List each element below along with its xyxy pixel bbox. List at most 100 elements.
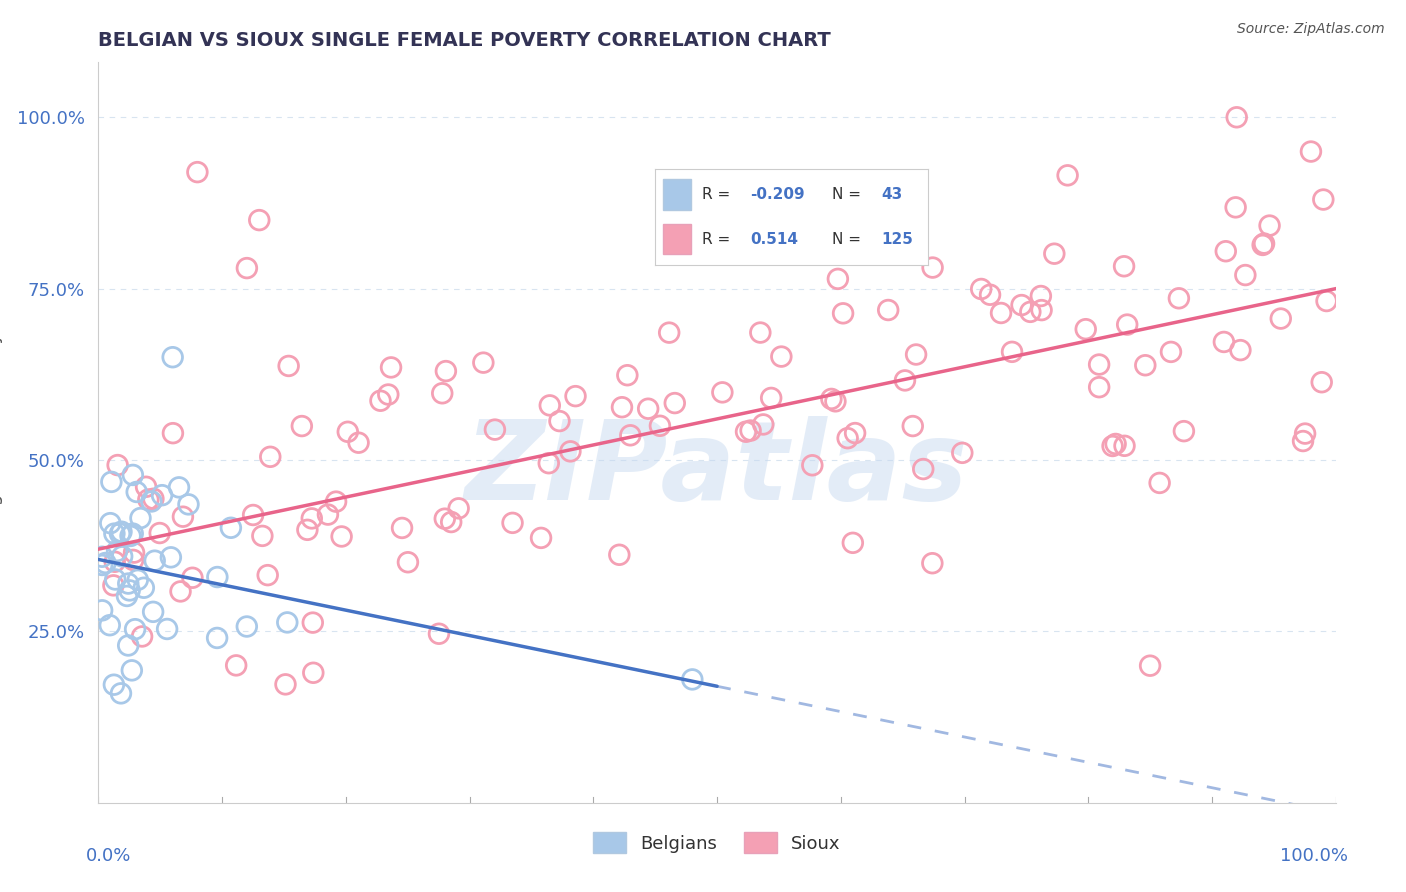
Point xyxy=(141,494,163,508)
Point xyxy=(111,549,134,564)
Point xyxy=(1139,658,1161,673)
Point xyxy=(616,368,638,383)
Point xyxy=(103,578,125,592)
Point xyxy=(648,418,671,433)
Point xyxy=(1101,439,1123,453)
Text: N =: N = xyxy=(832,187,866,202)
Point xyxy=(1149,475,1171,490)
Y-axis label: Single Female Poverty: Single Female Poverty xyxy=(0,333,3,533)
Point xyxy=(538,398,561,412)
Point xyxy=(336,425,359,439)
Point xyxy=(820,392,842,406)
Point xyxy=(108,526,131,541)
Point xyxy=(1056,169,1078,183)
Point xyxy=(681,673,703,687)
Point xyxy=(118,583,141,598)
Point xyxy=(122,545,145,559)
Point xyxy=(664,396,686,410)
Point xyxy=(236,619,259,633)
Point xyxy=(877,303,900,318)
Point xyxy=(107,458,129,472)
Point xyxy=(316,508,339,522)
Point xyxy=(564,389,586,403)
Point xyxy=(104,573,127,587)
Point xyxy=(242,508,264,522)
Point xyxy=(142,491,165,506)
Point xyxy=(1294,426,1316,441)
Point xyxy=(236,261,259,276)
Point xyxy=(110,686,132,700)
Point xyxy=(177,497,200,511)
Point xyxy=(121,526,143,541)
Point xyxy=(1173,424,1195,438)
Point xyxy=(1253,236,1275,251)
Point xyxy=(824,394,846,409)
Text: 43: 43 xyxy=(882,187,903,202)
Point xyxy=(247,213,270,227)
Point xyxy=(1074,322,1097,336)
Text: ZIPatlas: ZIPatlas xyxy=(465,417,969,523)
Point xyxy=(832,306,855,320)
Point xyxy=(370,393,392,408)
Point xyxy=(1019,305,1042,319)
Point xyxy=(752,417,775,432)
Point xyxy=(801,458,824,473)
Point xyxy=(135,480,157,494)
Point xyxy=(301,615,323,630)
Point xyxy=(167,480,190,494)
Point xyxy=(440,515,463,529)
Point xyxy=(138,492,160,507)
Point xyxy=(103,526,125,541)
Point xyxy=(252,529,274,543)
Point xyxy=(181,571,204,585)
Point xyxy=(172,509,194,524)
Point xyxy=(1226,110,1249,124)
Point xyxy=(297,523,319,537)
Text: R =: R = xyxy=(702,232,740,246)
Point xyxy=(91,549,114,564)
Point xyxy=(1312,193,1334,207)
Bar xyxy=(664,224,690,254)
Point xyxy=(770,350,793,364)
Point xyxy=(1112,260,1135,274)
Point xyxy=(1114,439,1136,453)
Point xyxy=(1215,244,1237,259)
Point xyxy=(827,272,849,286)
Point xyxy=(658,326,681,340)
Point xyxy=(1116,318,1139,332)
Point xyxy=(637,401,659,416)
Point xyxy=(472,356,495,370)
Text: 100.0%: 100.0% xyxy=(1279,847,1348,865)
Point xyxy=(98,516,121,531)
Point xyxy=(142,605,165,619)
Point xyxy=(894,373,917,387)
Point xyxy=(301,511,323,525)
Point xyxy=(104,555,127,569)
Point xyxy=(1167,291,1189,305)
Text: N =: N = xyxy=(832,232,866,246)
Point xyxy=(1088,358,1111,372)
Point xyxy=(1251,238,1274,252)
Point xyxy=(259,450,281,464)
Point xyxy=(1001,344,1024,359)
Point xyxy=(842,536,865,550)
Text: Source: ZipAtlas.com: Source: ZipAtlas.com xyxy=(1237,22,1385,37)
Point xyxy=(921,556,943,570)
Text: BELGIAN VS SIOUX SINGLE FEMALE POVERTY CORRELATION CHART: BELGIAN VS SIOUX SINGLE FEMALE POVERTY C… xyxy=(98,30,831,50)
Point xyxy=(844,426,866,441)
Point xyxy=(120,529,142,543)
Point xyxy=(1043,246,1066,260)
Point xyxy=(1104,437,1126,451)
Point xyxy=(391,521,413,535)
Point xyxy=(905,347,928,361)
Point xyxy=(129,511,152,525)
Point xyxy=(912,462,935,476)
Point xyxy=(396,555,419,569)
Point xyxy=(98,618,121,632)
Point xyxy=(256,568,278,582)
Point xyxy=(162,426,184,441)
Text: 0.0%: 0.0% xyxy=(86,847,131,865)
Point xyxy=(1212,334,1234,349)
Point xyxy=(530,531,553,545)
Point xyxy=(91,558,114,572)
